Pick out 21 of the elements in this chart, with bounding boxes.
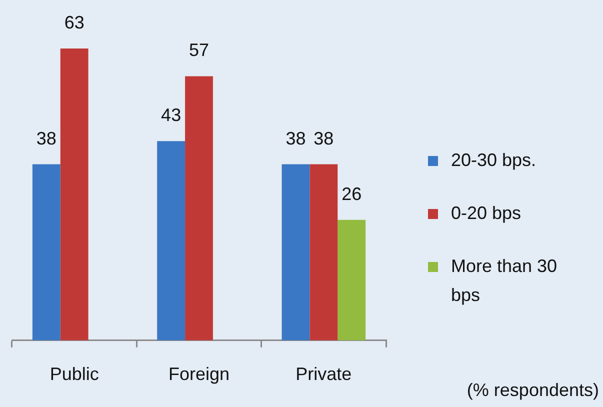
data-label: 43	[161, 105, 182, 126]
bar	[60, 48, 88, 340]
bar	[310, 164, 338, 340]
legend-label: 20-30 bps.	[451, 149, 538, 172]
x-tick-label: Foreign	[168, 364, 230, 384]
legend-label: More than 30 bps	[451, 255, 558, 307]
data-label: 63	[64, 12, 84, 32]
data-label: 38	[314, 128, 334, 148]
legend-label: 0-20 bps	[451, 202, 522, 225]
bar	[157, 141, 186, 340]
data-label: 38	[286, 128, 306, 148]
data-label: 38	[36, 128, 56, 148]
bar	[338, 220, 366, 340]
x-tick-label: Private	[296, 364, 352, 384]
bar	[185, 76, 213, 340]
x-tick-label: Public	[50, 364, 99, 384]
text: (% respondents)	[466, 380, 599, 401]
bar	[32, 164, 60, 340]
bar	[282, 164, 310, 340]
data-label: 57	[188, 40, 210, 60]
data-label: 26	[342, 184, 362, 204]
